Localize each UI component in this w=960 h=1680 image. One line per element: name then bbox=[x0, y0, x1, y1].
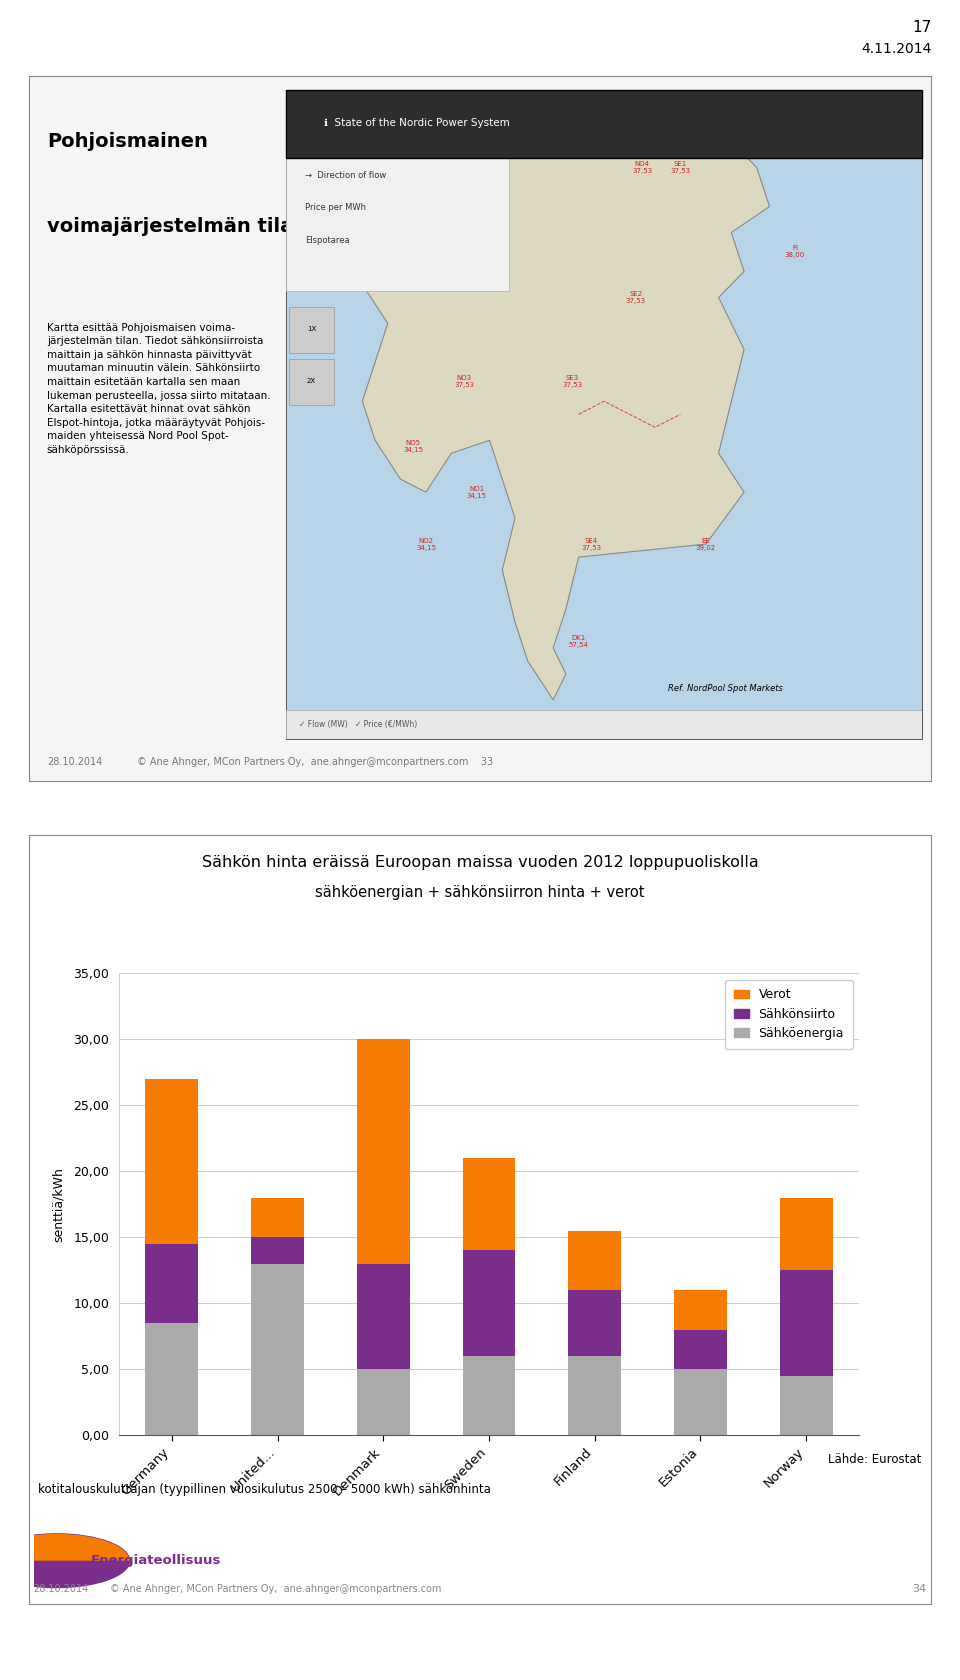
Bar bbox=[357, 1263, 410, 1369]
Text: 17: 17 bbox=[912, 20, 931, 35]
Text: SE3
37,53: SE3 37,53 bbox=[563, 375, 583, 388]
FancyBboxPatch shape bbox=[289, 360, 334, 405]
Text: ✓ Flow (MW)   ✓ Price (€/MWh): ✓ Flow (MW) ✓ Price (€/MWh) bbox=[299, 721, 417, 729]
Text: NO4
37,53: NO4 37,53 bbox=[633, 161, 652, 175]
Bar bbox=[780, 1376, 832, 1435]
Polygon shape bbox=[362, 102, 770, 701]
Bar bbox=[146, 1324, 199, 1435]
Text: NO3
37,53: NO3 37,53 bbox=[454, 375, 474, 388]
Bar bbox=[252, 1236, 304, 1263]
Bar bbox=[780, 1270, 832, 1376]
Text: 28.10.2014: 28.10.2014 bbox=[34, 1584, 89, 1594]
Bar bbox=[674, 1369, 727, 1435]
Bar bbox=[463, 1250, 516, 1356]
Text: 28.10.2014: 28.10.2014 bbox=[47, 758, 102, 768]
Bar bbox=[568, 1356, 621, 1435]
Text: SE1
37,53: SE1 37,53 bbox=[670, 161, 690, 175]
Text: Ref. NordPool Spot Markets: Ref. NordPool Spot Markets bbox=[668, 684, 782, 694]
Text: © Ane Ahnger, MCon Partners Oy,  ane.ahnger@mconpartners.com: © Ane Ahnger, MCon Partners Oy, ane.ahng… bbox=[110, 1584, 442, 1594]
Text: SE2
37,53: SE2 37,53 bbox=[626, 291, 646, 304]
Text: NO1
34,15: NO1 34,15 bbox=[467, 486, 487, 499]
Text: 4.11.2014: 4.11.2014 bbox=[861, 42, 931, 55]
FancyBboxPatch shape bbox=[289, 307, 334, 353]
Text: kotitalouskuluttajan (tyypillinen vuosikulutus 2500 – 5000 kWh) sähkönhinta: kotitalouskuluttajan (tyypillinen vuosik… bbox=[38, 1483, 492, 1497]
Bar bbox=[780, 1198, 832, 1270]
Text: 34: 34 bbox=[912, 1584, 926, 1594]
FancyBboxPatch shape bbox=[286, 155, 509, 291]
Text: →  Direction of flow: → Direction of flow bbox=[305, 171, 386, 180]
Bar bbox=[463, 1356, 516, 1435]
Text: Kartta esittää Pohjoismaisen voima-
järjestelmän tilan. Tiedot sähkönsiirroista
: Kartta esittää Pohjoismaisen voima- järj… bbox=[47, 323, 271, 455]
Bar bbox=[674, 1329, 727, 1369]
Text: Lähde: Eurostat: Lähde: Eurostat bbox=[828, 1453, 922, 1467]
Text: 2X: 2X bbox=[307, 378, 316, 383]
Text: Pohjoismainen: Pohjoismainen bbox=[47, 133, 207, 151]
Text: ℹ  State of the Nordic Power System: ℹ State of the Nordic Power System bbox=[324, 119, 510, 128]
Bar bbox=[357, 1369, 410, 1435]
Text: 29.09.2014 09:18: 29.09.2014 09:18 bbox=[668, 717, 741, 726]
FancyBboxPatch shape bbox=[286, 709, 923, 739]
Bar bbox=[252, 1263, 304, 1435]
Bar bbox=[357, 1040, 410, 1263]
Text: EE
39,02: EE 39,02 bbox=[696, 538, 716, 551]
Bar bbox=[568, 1231, 621, 1290]
Bar bbox=[568, 1290, 621, 1356]
Text: FI
38,00: FI 38,00 bbox=[785, 245, 805, 259]
Bar bbox=[463, 1158, 516, 1250]
Text: sähköenergian + sähkönsiirron hinta + verot: sähköenergian + sähkönsiirron hinta + ve… bbox=[315, 885, 645, 900]
Bar bbox=[146, 1079, 199, 1243]
Text: Price per MWh: Price per MWh bbox=[305, 203, 366, 212]
Text: Sähkön hinta eräissä Euroopan maissa vuoden 2012 loppupuoliskolla: Sähkön hinta eräissä Euroopan maissa vuo… bbox=[202, 855, 758, 870]
Wedge shape bbox=[0, 1534, 130, 1561]
Text: DK1
57,54: DK1 57,54 bbox=[568, 635, 588, 648]
Text: Energiateollisuus: Energiateollisuus bbox=[91, 1554, 222, 1567]
Text: voimajärjestelmän tila: voimajärjestelmän tila bbox=[47, 217, 293, 235]
Circle shape bbox=[0, 1534, 130, 1588]
Y-axis label: senttiä/kWh: senttiä/kWh bbox=[52, 1168, 65, 1242]
Text: Elspotarea: Elspotarea bbox=[305, 235, 349, 245]
Text: © Ane Ahnger, MCon Partners Oy,  ane.ahnger@mconpartners.com    33: © Ane Ahnger, MCon Partners Oy, ane.ahng… bbox=[137, 758, 493, 768]
Legend: Verot, Sähkönsiirto, Sähköenergia: Verot, Sähkönsiirto, Sähköenergia bbox=[725, 979, 852, 1048]
FancyBboxPatch shape bbox=[286, 89, 923, 158]
Bar bbox=[146, 1243, 199, 1324]
Text: NO2
34,15: NO2 34,15 bbox=[416, 538, 436, 551]
Bar bbox=[674, 1290, 727, 1329]
Text: 1X: 1X bbox=[307, 326, 316, 331]
Text: NO5
34,15: NO5 34,15 bbox=[403, 440, 423, 454]
Text: SE4
37,53: SE4 37,53 bbox=[582, 538, 601, 551]
Bar bbox=[252, 1198, 304, 1236]
